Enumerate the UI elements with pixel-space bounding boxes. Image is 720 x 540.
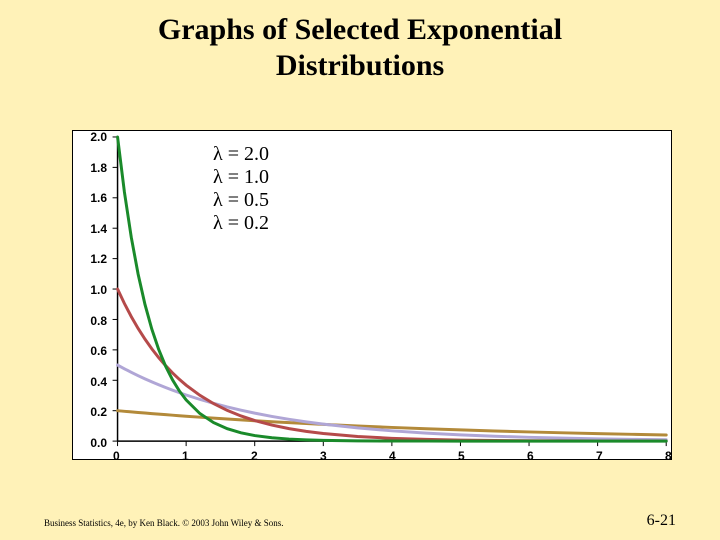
- legend-item: λ = 0.5: [213, 189, 269, 212]
- ytick-label: 0.2: [90, 405, 107, 419]
- ytick-label: 1.4: [90, 222, 107, 236]
- title-line2: Distributions: [276, 49, 444, 82]
- ytick-label: 1.2: [90, 252, 107, 266]
- ytick-label: 1.0: [90, 283, 107, 297]
- page-number: 6-21: [647, 512, 676, 530]
- ytick-label: 1.8: [90, 161, 107, 175]
- legend-item: λ = 2.0: [213, 143, 269, 166]
- xtick-label: 8: [665, 449, 672, 463]
- xtick-label: 2: [251, 449, 258, 463]
- ytick-label: 0.8: [90, 314, 107, 328]
- legend-item: λ = 0.2: [213, 212, 269, 235]
- title-line1: Graphs of Selected Exponential: [158, 13, 562, 46]
- ytick-label: 0.0: [90, 436, 107, 450]
- ytick-label: 0.6: [90, 344, 107, 358]
- xtick-label: 1: [182, 449, 189, 463]
- slide-title: Graphs of Selected Exponential Distribut…: [0, 12, 720, 84]
- slide: { "background_color": "#fff2b8", "title"…: [0, 0, 720, 540]
- legend-item: λ = 1.0: [213, 166, 269, 189]
- chart-svg: [73, 131, 671, 459]
- ytick-label: 2.0: [90, 130, 107, 144]
- xtick-label: 5: [458, 449, 465, 463]
- ytick-label: 0.4: [90, 375, 107, 389]
- footer-citation: Business Statistics, 4e, by Ken Black. ©…: [44, 518, 284, 528]
- legend: λ = 2.0λ = 1.0λ = 0.5λ = 0.2: [213, 143, 269, 235]
- xtick-label: 7: [596, 449, 603, 463]
- ytick-label: 1.6: [90, 191, 107, 205]
- xtick-label: 0: [113, 449, 120, 463]
- xtick-label: 6: [527, 449, 534, 463]
- xtick-label: 3: [320, 449, 327, 463]
- xtick-label: 4: [389, 449, 396, 463]
- chart-area: 0.0 0.2 0.4 0.6 0.8 1.0 1.2 1.4 1.6 1.8 2.0 0 1 2 3 4 5…: [72, 130, 672, 460]
